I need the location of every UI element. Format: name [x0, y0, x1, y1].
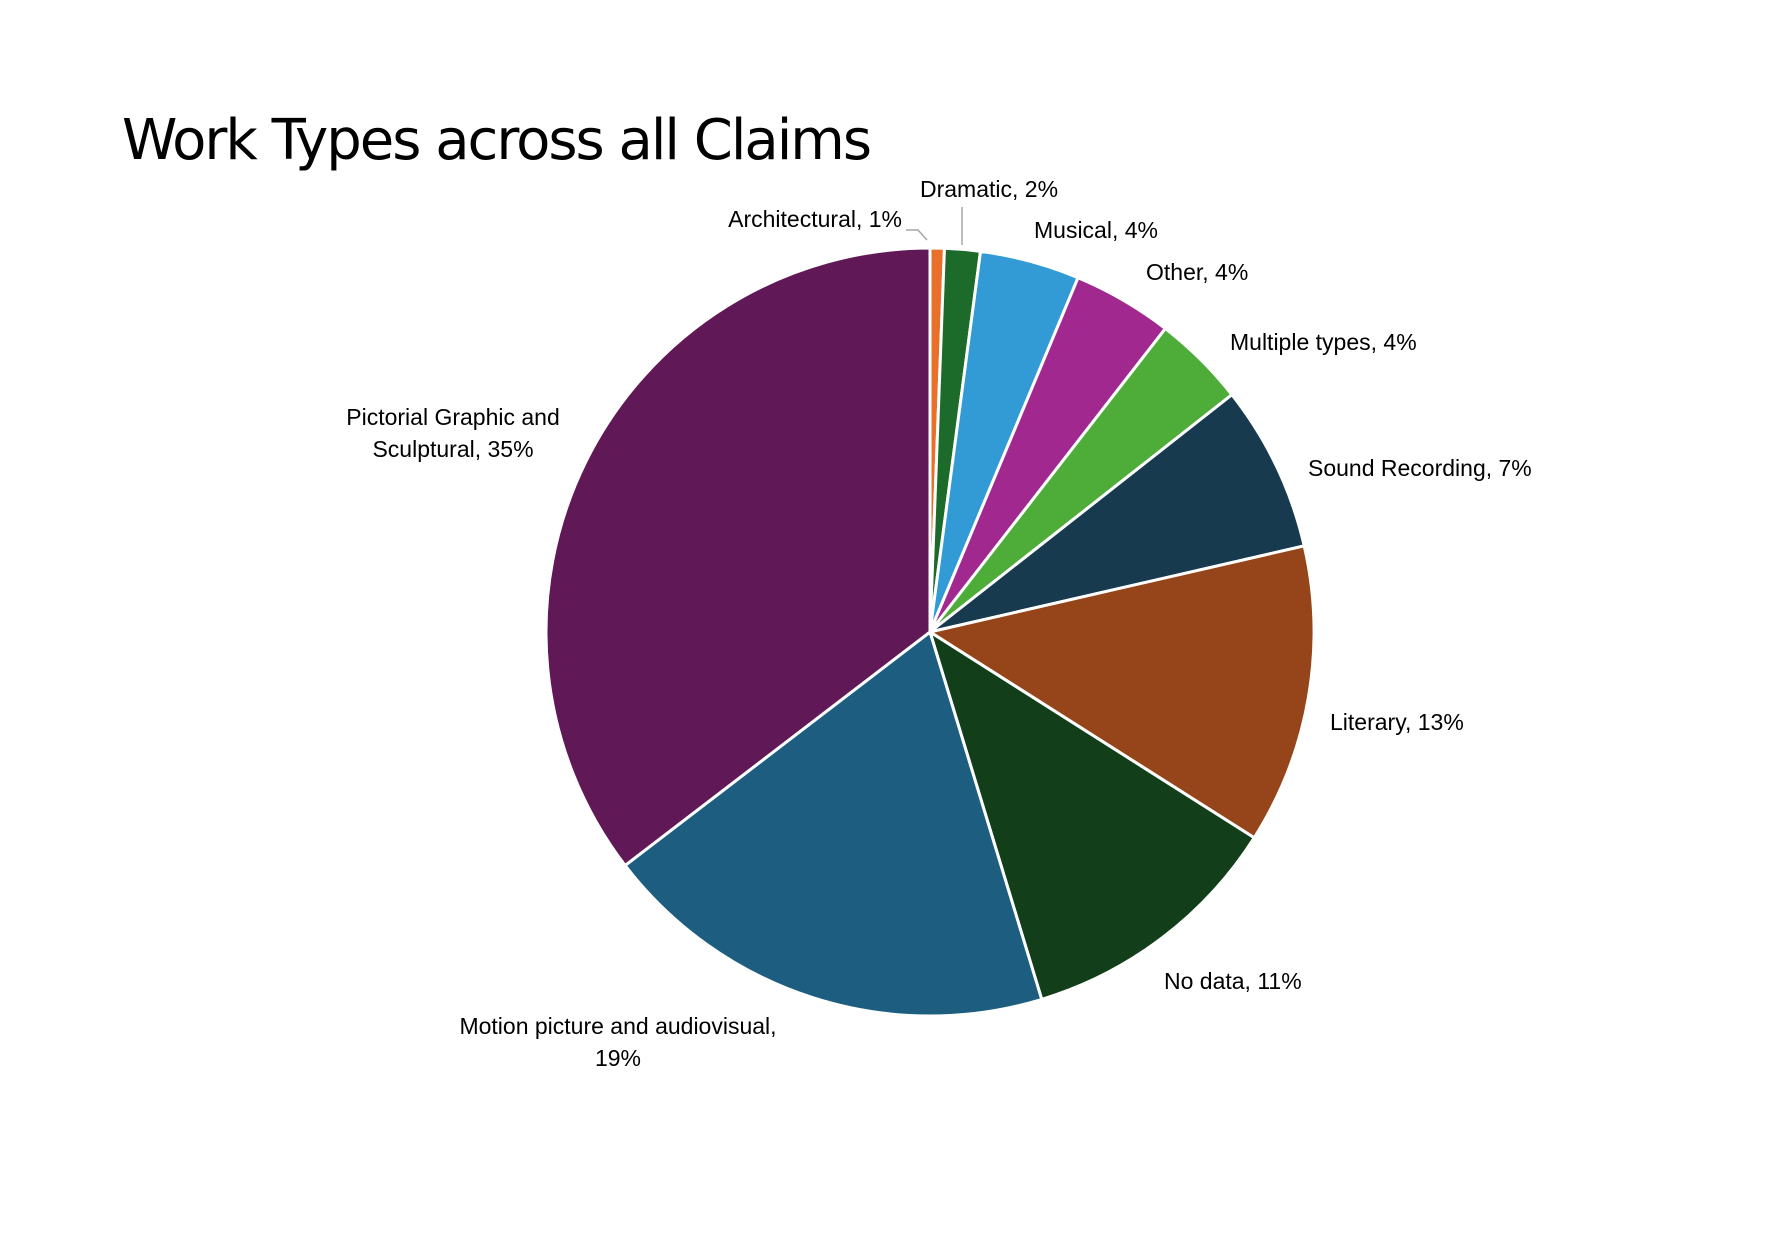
slice-label-other: Other, 4% — [1146, 259, 1248, 285]
slice-label-literary: Literary, 13% — [1330, 709, 1464, 735]
slice-label-dramatic: Dramatic, 2% — [920, 176, 1058, 202]
pie-slice-motion-picture-and-audiovisual — [623, 630, 1044, 1018]
slice-label-motion-picture-and-audiovisual: Motion picture and audiovisual, 19% — [459, 1013, 776, 1071]
pie-slice-no-data — [928, 630, 1256, 1001]
slice-label-sound-recording: Sound Recording, 7% — [1308, 455, 1532, 481]
pie-slice-literary — [928, 544, 1316, 840]
slice-labels: Architectural, 1% Dramatic, 2% Musical, 4%… — [346, 176, 1532, 1071]
label-leader-lines — [906, 207, 963, 245]
slice-label-architectural: Architectural, 1% — [728, 206, 902, 232]
slice-label-pictorial-graphic-and-sculptural: Pictorial Graphic and Sculptural, 35% — [346, 404, 560, 462]
pie-slices — [544, 246, 1316, 1018]
chart-title: Work Types across all Claims — [122, 108, 872, 173]
pie-slice-pictorial-graphic-and-sculptural — [544, 246, 932, 867]
leader-line-architectural — [906, 229, 928, 241]
slice-label-musical: Musical, 4% — [1034, 217, 1158, 243]
pie-slice-sound-recording — [928, 393, 1306, 634]
slice-label-multiple-types: Multiple types, 4% — [1230, 329, 1417, 355]
slice-label-no-data: No data, 11% — [1164, 968, 1302, 994]
